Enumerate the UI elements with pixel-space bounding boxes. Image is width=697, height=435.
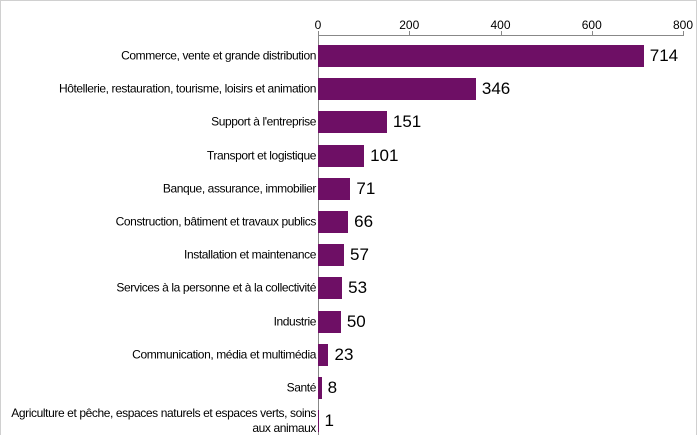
category-label: Commerce, vente et grande distribution [121,48,316,63]
category-label: Industrie [273,314,317,329]
bar [318,177,351,200]
category-label: Installation et maintenance [184,247,316,262]
bar [318,310,341,333]
bar [318,244,344,267]
value-label: 714 [649,46,679,65]
bar [318,377,322,399]
value-label: 23 [334,344,354,364]
value-label: 101 [370,145,399,165]
value-label: 1 [324,411,334,431]
category-label: Banque, assurance, immobilier [162,181,317,196]
category-label: Transport et logistique [206,148,316,163]
x-tick-label: 400 [490,18,511,32]
bar [318,111,387,134]
category-label: Construction, bâtiment et travaux public… [115,214,317,229]
tick-mark [683,31,684,36]
category-label: Services à la personne et à la collectiv… [116,280,316,295]
value-label: 346 [481,79,511,99]
tick-mark [318,31,319,36]
value-label: 57 [350,245,369,265]
value-label: 8 [327,378,338,397]
tick-mark [409,31,411,36]
y-axis [318,35,319,435]
x-tick-label: 200 [399,18,420,32]
value-label: 50 [346,311,366,331]
category-label: Communication, média et multimédia [132,347,316,362]
tick-mark [500,31,502,36]
tick-mark [591,31,593,36]
bar [318,78,476,101]
category-label: Support à l'entreprise [211,114,316,129]
value-label: 151 [392,112,422,132]
value-label: 71 [356,178,376,198]
value-label: 66 [354,212,374,231]
bar [318,144,365,167]
category-label: Hôtellerie, restauration, tourisme, lois… [58,81,316,96]
bar [318,45,644,67]
x-tick-label: 0 [314,18,322,32]
category-label: Santé [286,380,317,395]
bar [318,343,329,366]
bar [318,211,349,233]
bar [318,277,343,300]
category-label: Agriculture et pêche, espaces naturels e… [11,406,316,435]
x-tick-label: 800 [672,18,694,32]
value-label: 53 [348,278,368,298]
x-tick-label: 600 [581,18,602,32]
